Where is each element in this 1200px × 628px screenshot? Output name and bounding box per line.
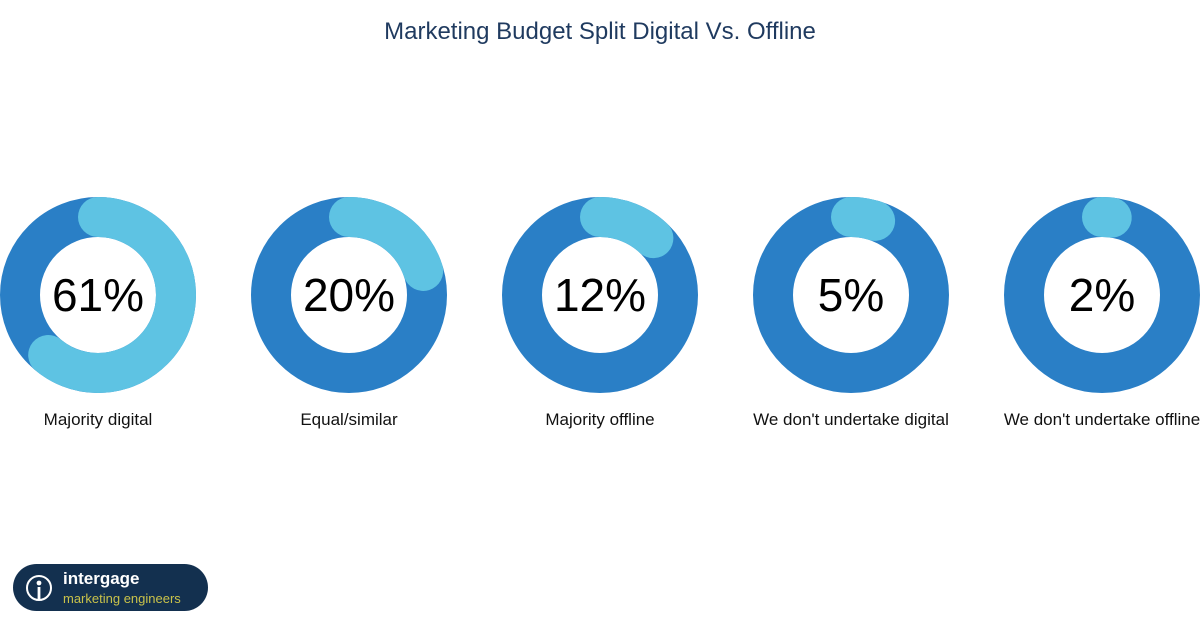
donut-chart: 5%	[753, 197, 949, 393]
donut-track	[1004, 197, 1200, 393]
donut-chart: 12%	[502, 197, 698, 393]
intergage-logo: intergage marketing engineers	[13, 564, 208, 611]
donut-svg	[502, 197, 698, 393]
donut-segment	[0, 197, 196, 393]
donut-svg	[0, 197, 196, 393]
category-label: Majority digital	[43, 410, 153, 429]
donut-chart: 2%	[1004, 197, 1200, 393]
donut-segment	[753, 197, 949, 393]
donut-segment	[251, 197, 447, 393]
intergage-logo-mark-icon	[26, 575, 52, 601]
chart-title: Marketing Budget Split Digital Vs. Offli…	[384, 18, 816, 45]
category-label: Equal/similar	[300, 410, 398, 429]
category-label: Majority offline	[545, 410, 655, 429]
donut-segment	[1004, 197, 1200, 393]
donut-track	[753, 197, 949, 393]
donut-segment	[502, 197, 698, 393]
category-label: We don't undertake digital	[753, 410, 949, 429]
logo-name: intergage	[63, 569, 140, 588]
logo-tagline: marketing engineers	[63, 591, 181, 606]
donut-chart: 61%	[0, 197, 196, 393]
category-label: We don't undertake offline	[1003, 410, 1200, 429]
donut-svg	[251, 197, 447, 393]
donut-chart: 20%	[251, 197, 447, 393]
donut-svg	[753, 197, 949, 393]
donut-svg	[1004, 197, 1200, 393]
